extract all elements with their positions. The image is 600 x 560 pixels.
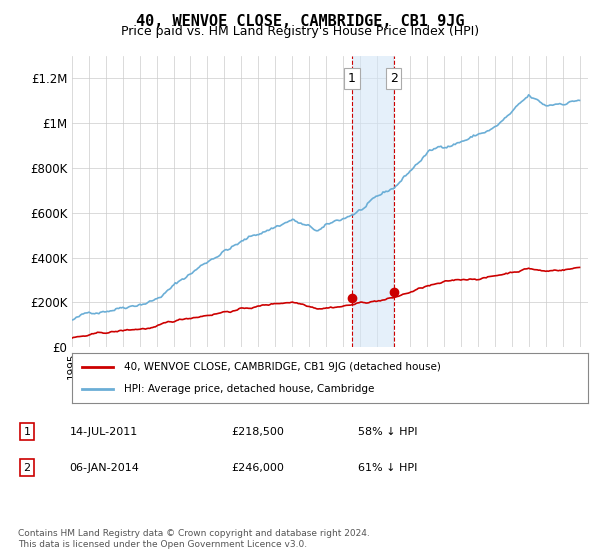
Text: 2: 2 bbox=[23, 463, 31, 473]
Text: £246,000: £246,000 bbox=[231, 463, 284, 473]
Text: 1: 1 bbox=[348, 72, 356, 85]
Bar bbox=[352, 56, 394, 347]
Text: Price paid vs. HM Land Registry's House Price Index (HPI): Price paid vs. HM Land Registry's House … bbox=[121, 25, 479, 38]
Text: Contains HM Land Registry data © Crown copyright and database right 2024.
This d: Contains HM Land Registry data © Crown c… bbox=[18, 529, 370, 549]
Text: 61% ↓ HPI: 61% ↓ HPI bbox=[358, 463, 417, 473]
Text: 40, WENVOE CLOSE, CAMBRIDGE, CB1 9JG (detached house): 40, WENVOE CLOSE, CAMBRIDGE, CB1 9JG (de… bbox=[124, 362, 440, 372]
Text: 40, WENVOE CLOSE, CAMBRIDGE, CB1 9JG: 40, WENVOE CLOSE, CAMBRIDGE, CB1 9JG bbox=[136, 14, 464, 29]
Text: 58% ↓ HPI: 58% ↓ HPI bbox=[358, 427, 417, 437]
Text: 2: 2 bbox=[390, 72, 398, 85]
Text: £218,500: £218,500 bbox=[231, 427, 284, 437]
Text: HPI: Average price, detached house, Cambridge: HPI: Average price, detached house, Camb… bbox=[124, 384, 374, 394]
Text: 06-JAN-2014: 06-JAN-2014 bbox=[70, 463, 139, 473]
Text: 1: 1 bbox=[23, 427, 31, 437]
Text: 14-JUL-2011: 14-JUL-2011 bbox=[70, 427, 138, 437]
